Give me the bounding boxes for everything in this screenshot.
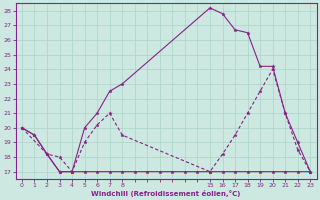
X-axis label: Windchill (Refroidissement éolien,°C): Windchill (Refroidissement éolien,°C)	[92, 190, 241, 197]
